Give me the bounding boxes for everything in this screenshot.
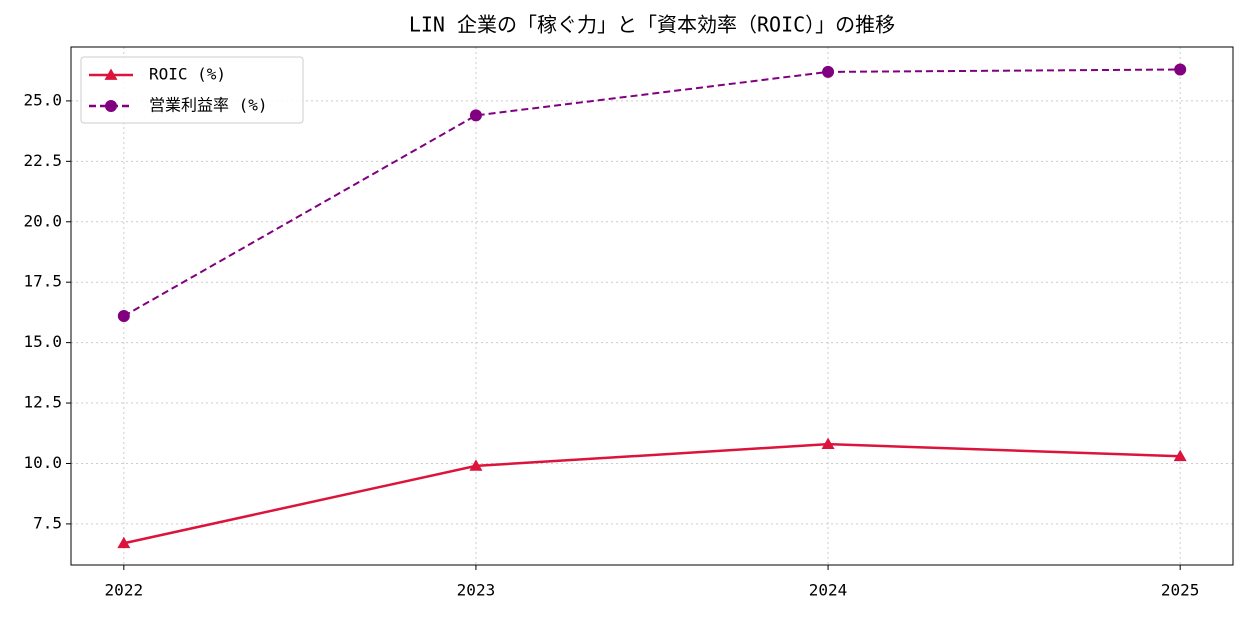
x-tick-label: 2022 bbox=[105, 581, 144, 600]
marker bbox=[821, 437, 835, 450]
marker bbox=[117, 310, 130, 323]
marker bbox=[117, 536, 131, 549]
y-tick-label: 25.0 bbox=[23, 90, 62, 109]
x-tick-label: 2023 bbox=[457, 581, 496, 600]
y-tick-label: 20.0 bbox=[23, 211, 62, 230]
marker bbox=[469, 459, 483, 471]
y-tick-label: 12.5 bbox=[23, 393, 62, 412]
x-tick-label: 2024 bbox=[809, 581, 848, 600]
y-tick-label: 7.5 bbox=[33, 513, 62, 532]
plot-frame bbox=[70, 46, 1234, 566]
x-tick-label: 2025 bbox=[1161, 581, 1200, 600]
marker bbox=[105, 100, 117, 112]
legend-box bbox=[80, 56, 304, 124]
legend-label: 営業利益率 (%) bbox=[149, 96, 268, 115]
series-line bbox=[123, 442, 1181, 545]
legend: ROIC (%) 営業利益率 (%) bbox=[80, 56, 304, 124]
marker bbox=[469, 109, 482, 122]
marker bbox=[822, 65, 835, 78]
legend-label: ROIC (%) bbox=[149, 65, 226, 84]
y-tick-label: 15.0 bbox=[23, 332, 62, 351]
marker bbox=[104, 68, 118, 80]
y-tick-label: 22.5 bbox=[23, 151, 62, 170]
y-tick-label: 10.0 bbox=[23, 453, 62, 472]
series-line bbox=[123, 68, 1181, 317]
marker bbox=[1174, 63, 1187, 76]
chart-title: LIN 企業の「稼ぐ力」と「資本効率（ROIC）」の推移 bbox=[409, 13, 895, 37]
marker bbox=[1173, 449, 1187, 462]
y-tick-label: 17.5 bbox=[23, 272, 62, 291]
